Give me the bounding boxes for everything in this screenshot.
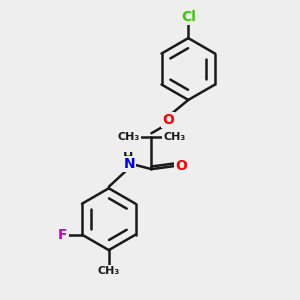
Text: O: O (162, 113, 174, 127)
Text: Cl: Cl (181, 10, 196, 24)
Text: N: N (124, 157, 135, 171)
Text: H: H (123, 151, 133, 164)
Text: CH₃: CH₃ (117, 132, 140, 142)
Text: F: F (58, 228, 68, 242)
Text: CH₃: CH₃ (163, 132, 186, 142)
Text: O: O (175, 159, 187, 173)
Text: CH₃: CH₃ (98, 266, 120, 276)
